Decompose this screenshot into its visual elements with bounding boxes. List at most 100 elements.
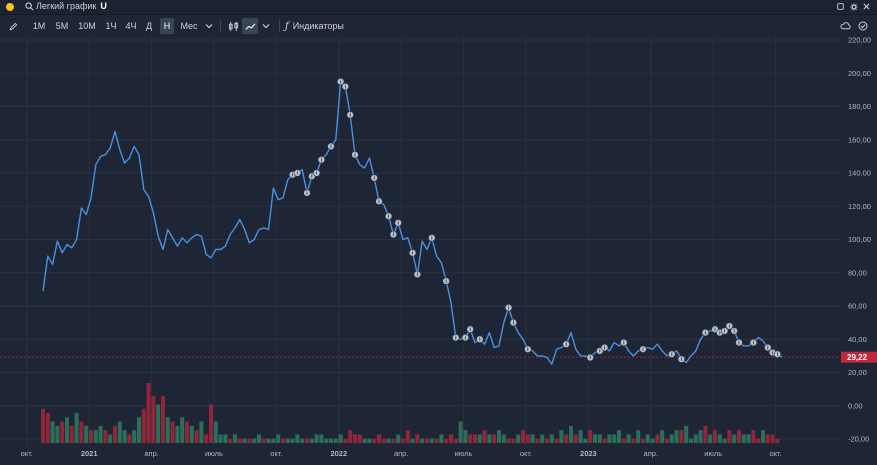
volume-bar	[271, 438, 276, 443]
volume-bar	[420, 438, 425, 443]
volume-bar	[137, 417, 141, 443]
volume-bar	[583, 438, 588, 443]
volume-bar	[439, 434, 444, 443]
volume-bar	[333, 438, 338, 443]
window-title-text: Легкий график	[36, 1, 97, 11]
event-marker-glyph: i	[566, 342, 568, 348]
volume-bar	[607, 434, 612, 443]
timeframe-day[interactable]: Д	[145, 21, 153, 31]
volume-bar	[41, 408, 45, 443]
event-marker-glyph: i	[642, 347, 644, 353]
timeframe-1m[interactable]: 1М	[32, 21, 46, 31]
volume-bar	[425, 438, 429, 443]
event-marker-dot	[312, 169, 321, 177]
cloud-icon[interactable]	[838, 18, 852, 34]
event-marker: i	[730, 327, 738, 335]
volume-bar	[156, 404, 161, 443]
volume-bar	[708, 434, 713, 443]
event-marker: i	[341, 82, 350, 91]
event-marker: i	[725, 322, 734, 330]
pencil-icon[interactable]	[6, 18, 20, 34]
chevron-down-icon[interactable]	[202, 18, 216, 34]
event-marker: i	[389, 230, 398, 239]
volume-bar	[449, 434, 453, 443]
event-marker-glyph: i	[590, 355, 592, 361]
volume-bar	[698, 430, 703, 443]
volume-bar	[559, 430, 564, 443]
timeframe-1h[interactable]: 1Ч	[105, 21, 117, 31]
event-marker-glyph: i	[321, 157, 323, 163]
line-chart-icon[interactable]	[242, 18, 258, 34]
volume-bar	[415, 434, 420, 443]
close-icon[interactable]	[862, 1, 871, 12]
volume-bar	[228, 438, 233, 443]
restore-icon[interactable]	[836, 1, 845, 12]
volume-bar	[377, 434, 381, 443]
volume-bar	[501, 434, 506, 443]
volume-bar	[285, 438, 290, 443]
event-marker-glyph: i	[604, 345, 606, 351]
y-tick-label: 40,00	[848, 335, 867, 344]
y-tick-label: 180,00	[848, 102, 871, 111]
volume-bar	[165, 417, 170, 443]
x-tick-label: июль	[205, 449, 223, 458]
event-marker-glyph: i	[724, 329, 726, 335]
event-marker-dot	[735, 338, 743, 347]
x-tick-label: 2023	[580, 449, 597, 458]
volume-bar	[401, 438, 405, 443]
event-marker: i	[428, 234, 436, 242]
volume-bar	[84, 425, 89, 443]
event-marker-glyph: i	[398, 221, 400, 227]
event-marker-glyph: i	[354, 152, 356, 158]
window-title[interactable]: Легкий график U	[36, 1, 107, 11]
timeframe-4h[interactable]: 4Ч	[125, 21, 137, 31]
volume-bar	[516, 434, 521, 443]
event-marker-glyph: i	[340, 79, 342, 85]
volume-bar	[65, 417, 69, 443]
event-marker: i	[466, 325, 474, 333]
event-marker: i	[701, 328, 710, 337]
event-marker-glyph: i	[455, 335, 457, 341]
gear-icon[interactable]	[849, 1, 858, 12]
volume-bar	[569, 425, 573, 443]
event-marker-glyph: i	[738, 340, 740, 346]
volume-bar	[434, 438, 439, 443]
last-price-tag: 29,22	[841, 351, 877, 363]
timeframe-10m[interactable]: 10М	[78, 21, 96, 31]
event-marker-glyph: i	[623, 340, 625, 346]
chart-type-chevron-icon[interactable]	[259, 18, 273, 34]
candlestick-chart-icon[interactable]	[225, 18, 241, 34]
volume-bar	[247, 438, 252, 443]
timeframe-month[interactable]: Мес	[180, 21, 198, 31]
window-controls	[836, 1, 871, 12]
volume-bar	[487, 434, 492, 443]
search-icon[interactable]	[25, 2, 34, 11]
event-marker-dot	[351, 151, 359, 159]
volume-bar	[45, 413, 50, 443]
indicators-button[interactable]: ƒ Индикаторы	[285, 18, 349, 34]
volume-bar	[103, 430, 108, 443]
volume-bar	[276, 434, 281, 443]
volume-bar	[189, 425, 194, 443]
volume-bar	[674, 430, 679, 443]
event-marker-dot	[375, 197, 383, 205]
event-marker-dot	[586, 353, 594, 362]
timeframe-5m[interactable]: 5М	[55, 21, 69, 31]
volume-bar	[396, 434, 401, 443]
volume-bar	[650, 438, 655, 443]
volume-bar	[554, 438, 559, 443]
volume-bar	[578, 430, 583, 443]
volume-bar	[761, 430, 765, 443]
timeframe-week[interactable]: Н	[160, 18, 174, 34]
volume-bar	[588, 430, 593, 443]
event-marker: i	[620, 338, 628, 347]
check-circle-icon[interactable]	[856, 18, 870, 34]
volume-bar	[218, 434, 223, 443]
volume-bar	[655, 434, 660, 443]
x-tick-label: июль	[455, 449, 473, 458]
volume-bar	[329, 438, 333, 443]
volume-bar	[737, 430, 741, 443]
volume-bar	[180, 417, 185, 443]
